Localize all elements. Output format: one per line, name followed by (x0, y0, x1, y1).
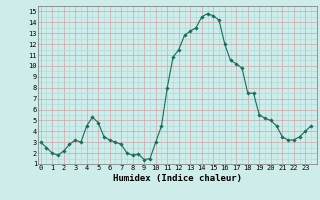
X-axis label: Humidex (Indice chaleur): Humidex (Indice chaleur) (113, 174, 242, 183)
